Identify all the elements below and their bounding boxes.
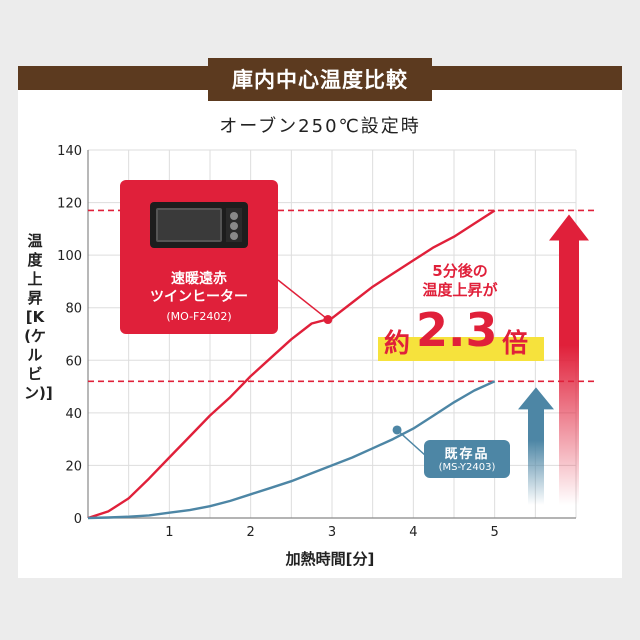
ratio-prefix: 約	[384, 329, 411, 359]
ratio-highlight	[378, 337, 544, 361]
product-label-box: 速暖遠赤 ツインヒーター (MO-F2402)	[120, 180, 278, 334]
y-tick-label: 60	[65, 354, 82, 369]
ratio-suffix: 倍	[502, 329, 529, 359]
y-tick-label: 20	[65, 459, 82, 474]
y-tick-label: 100	[57, 249, 82, 264]
x-tick-label: 2	[247, 525, 255, 540]
ratio-callout: 約 2.3 倍	[378, 303, 548, 365]
x-tick-label: 5	[491, 525, 499, 540]
existing-marker-point	[392, 425, 402, 435]
callout-text: 5分後の 温度上昇が	[422, 262, 498, 299]
series-line-existing	[87, 380, 496, 520]
header-title-wrap: 庫内中心温度比較	[0, 58, 640, 101]
microwave-oven-image	[150, 202, 248, 248]
header-title: 庫内中心温度比較	[208, 58, 432, 101]
product-leader-line	[277, 279, 329, 321]
chart-subtitle: オーブン250℃設定時	[219, 116, 421, 137]
y-tick-label: 120	[57, 197, 82, 212]
existing-name: 既存品	[444, 447, 490, 462]
blue-rise-arrow	[518, 387, 554, 505]
product-marker-point	[323, 315, 333, 325]
existing-label-box: 既存品 (MS-Y2403)	[424, 440, 510, 478]
existing-model: (MS-Y2403)	[438, 462, 496, 473]
x-tick-label: 1	[165, 525, 173, 540]
y-tick-label: 40	[65, 407, 82, 422]
product-name: 速暖遠赤 ツインヒーター	[150, 271, 248, 305]
product-model: (MO-F2402)	[166, 310, 232, 323]
x-tick-label: 3	[328, 525, 336, 540]
y-tick-label: 0	[74, 512, 82, 527]
oven-door	[156, 208, 222, 242]
x-tick-label: 4	[409, 525, 417, 540]
red-rise-arrow	[549, 214, 589, 505]
existing-leader-line	[396, 429, 427, 457]
oven-control-panel	[226, 208, 242, 242]
y-axis-label: 温度上昇[K(ケルビン)]	[24, 232, 53, 402]
series-line-new	[87, 209, 496, 520]
x-axis-label: 加熱時間[分]	[285, 550, 375, 568]
y-tick-label: 80	[65, 302, 82, 317]
ratio-value: 2.3	[416, 303, 498, 357]
y-tick-label: 140	[57, 144, 82, 159]
